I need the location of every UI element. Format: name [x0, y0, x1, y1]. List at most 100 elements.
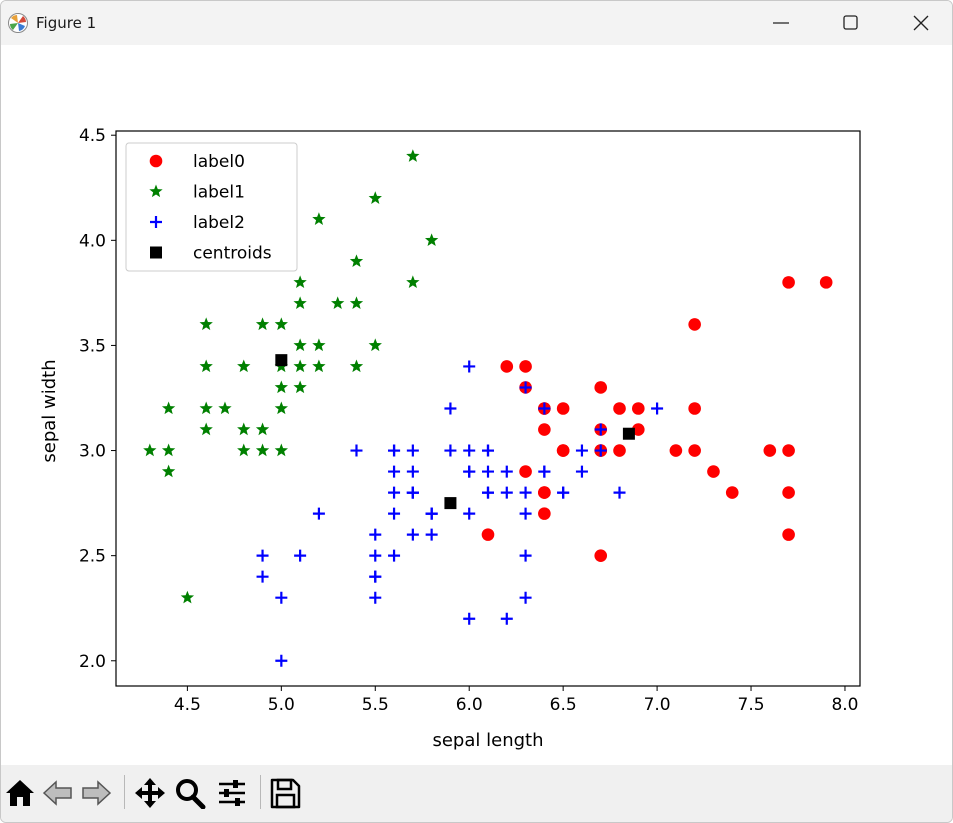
x-axis-ticks: 4.5 5.0 5.5 6.0 6.5 7.0 7.5 8.0	[174, 686, 858, 715]
x-tick-label: 5.0	[268, 695, 295, 715]
label0-point	[782, 276, 795, 289]
matplotlib-app-icon	[7, 12, 29, 34]
label2-point	[406, 486, 419, 499]
label1-point	[180, 590, 195, 604]
floppy-disk-icon	[270, 778, 301, 809]
title-bar[interactable]: Figure 1	[1, 1, 952, 45]
label1-point	[293, 380, 307, 394]
minimize-button[interactable]	[746, 1, 816, 45]
label1-point	[255, 422, 270, 436]
home-icon	[6, 780, 34, 806]
forward-button[interactable]	[77, 773, 117, 813]
label0-point	[782, 486, 795, 499]
label1-point	[199, 317, 213, 331]
label2-point	[388, 444, 401, 457]
label2-point	[557, 486, 570, 499]
label1-point	[161, 401, 176, 415]
label1-point	[199, 401, 213, 415]
label2-point	[651, 402, 664, 415]
configure-subplots-button[interactable]	[213, 773, 253, 813]
label2-point	[482, 486, 494, 499]
label0-point	[632, 402, 645, 415]
figure-canvas[interactable]: 4.5 5.0 5.5 6.0 6.5 7.0 7.5 8.0 2.0 2.5 3.0 3.5 4.0…	[1, 45, 952, 765]
label2-point	[500, 612, 513, 625]
label0-point	[782, 528, 795, 541]
close-button[interactable]	[886, 1, 952, 45]
toolbar-separator	[124, 775, 125, 809]
label0-point	[632, 423, 645, 436]
label0-point	[538, 423, 551, 436]
label1-point	[368, 338, 382, 352]
forward-arrow-icon	[82, 780, 112, 806]
back-arrow-icon	[42, 780, 72, 806]
label2-point	[519, 486, 532, 499]
label2-point	[613, 486, 626, 499]
centroids-point	[275, 354, 288, 367]
label1-point	[293, 359, 307, 373]
label2-point	[388, 507, 401, 520]
label0-point	[500, 360, 514, 373]
label1-point	[255, 443, 270, 457]
pan-button[interactable]	[131, 773, 171, 813]
label2-point	[463, 507, 476, 520]
legend-label-label1: label1	[193, 183, 245, 203]
label1-point	[293, 296, 307, 310]
label1-point	[274, 443, 288, 457]
label1-point	[293, 338, 307, 352]
label2-point	[369, 549, 382, 562]
label1-point	[143, 443, 157, 457]
label1-point	[161, 443, 176, 457]
label0-point	[538, 507, 551, 520]
label2-point	[388, 486, 401, 499]
label2-point	[500, 486, 513, 499]
y-tick-label: 4.5	[79, 126, 106, 146]
y-axis-ticks: 2.0 2.5 3.0 3.5 4.0 4.5	[79, 126, 116, 672]
zoom-button[interactable]	[171, 773, 211, 813]
x-tick-label: 7.0	[644, 695, 671, 715]
legend-marker-label1	[149, 184, 163, 198]
label2-point	[425, 528, 438, 541]
label0-point	[688, 318, 701, 331]
sliders-icon	[219, 780, 245, 806]
label2-point	[294, 549, 307, 562]
magnifier-icon	[176, 779, 206, 809]
label2-point	[500, 465, 513, 478]
x-tick-label: 8.0	[831, 695, 858, 715]
save-button[interactable]	[266, 773, 306, 813]
centroids-point	[444, 497, 457, 510]
label2-point	[388, 549, 401, 562]
label0-point	[538, 486, 551, 499]
label2-point	[350, 444, 363, 457]
label2-point	[275, 654, 288, 667]
label2-point	[482, 444, 494, 457]
label1-point	[161, 464, 176, 478]
back-button[interactable]	[39, 773, 79, 813]
label2-point	[594, 423, 607, 436]
label0-point	[594, 381, 608, 394]
legend-label-label2: label2	[193, 213, 245, 233]
plot-area-frame	[115, 130, 861, 687]
home-button[interactable]	[1, 773, 41, 813]
label1-point	[312, 359, 326, 373]
label2-point	[463, 360, 476, 373]
label1-point	[199, 422, 213, 436]
label0-point	[556, 444, 570, 457]
legend-label-centroids: centroids	[193, 244, 272, 264]
label2-point	[369, 570, 382, 583]
label0-point	[669, 444, 683, 457]
label0-point	[481, 528, 495, 541]
label2-point	[444, 444, 457, 457]
label1-point	[406, 149, 420, 162]
x-tick-label: 6.5	[550, 695, 577, 715]
label1-point	[424, 233, 439, 246]
label1-point	[255, 317, 270, 331]
maximize-button[interactable]	[816, 1, 886, 45]
label1-point	[349, 359, 364, 373]
label2-point	[256, 549, 269, 562]
label0-point	[613, 402, 626, 415]
navigation-toolbar	[1, 765, 952, 822]
label2-point	[538, 465, 551, 478]
label0-point	[594, 549, 608, 562]
label2-point	[575, 444, 588, 457]
